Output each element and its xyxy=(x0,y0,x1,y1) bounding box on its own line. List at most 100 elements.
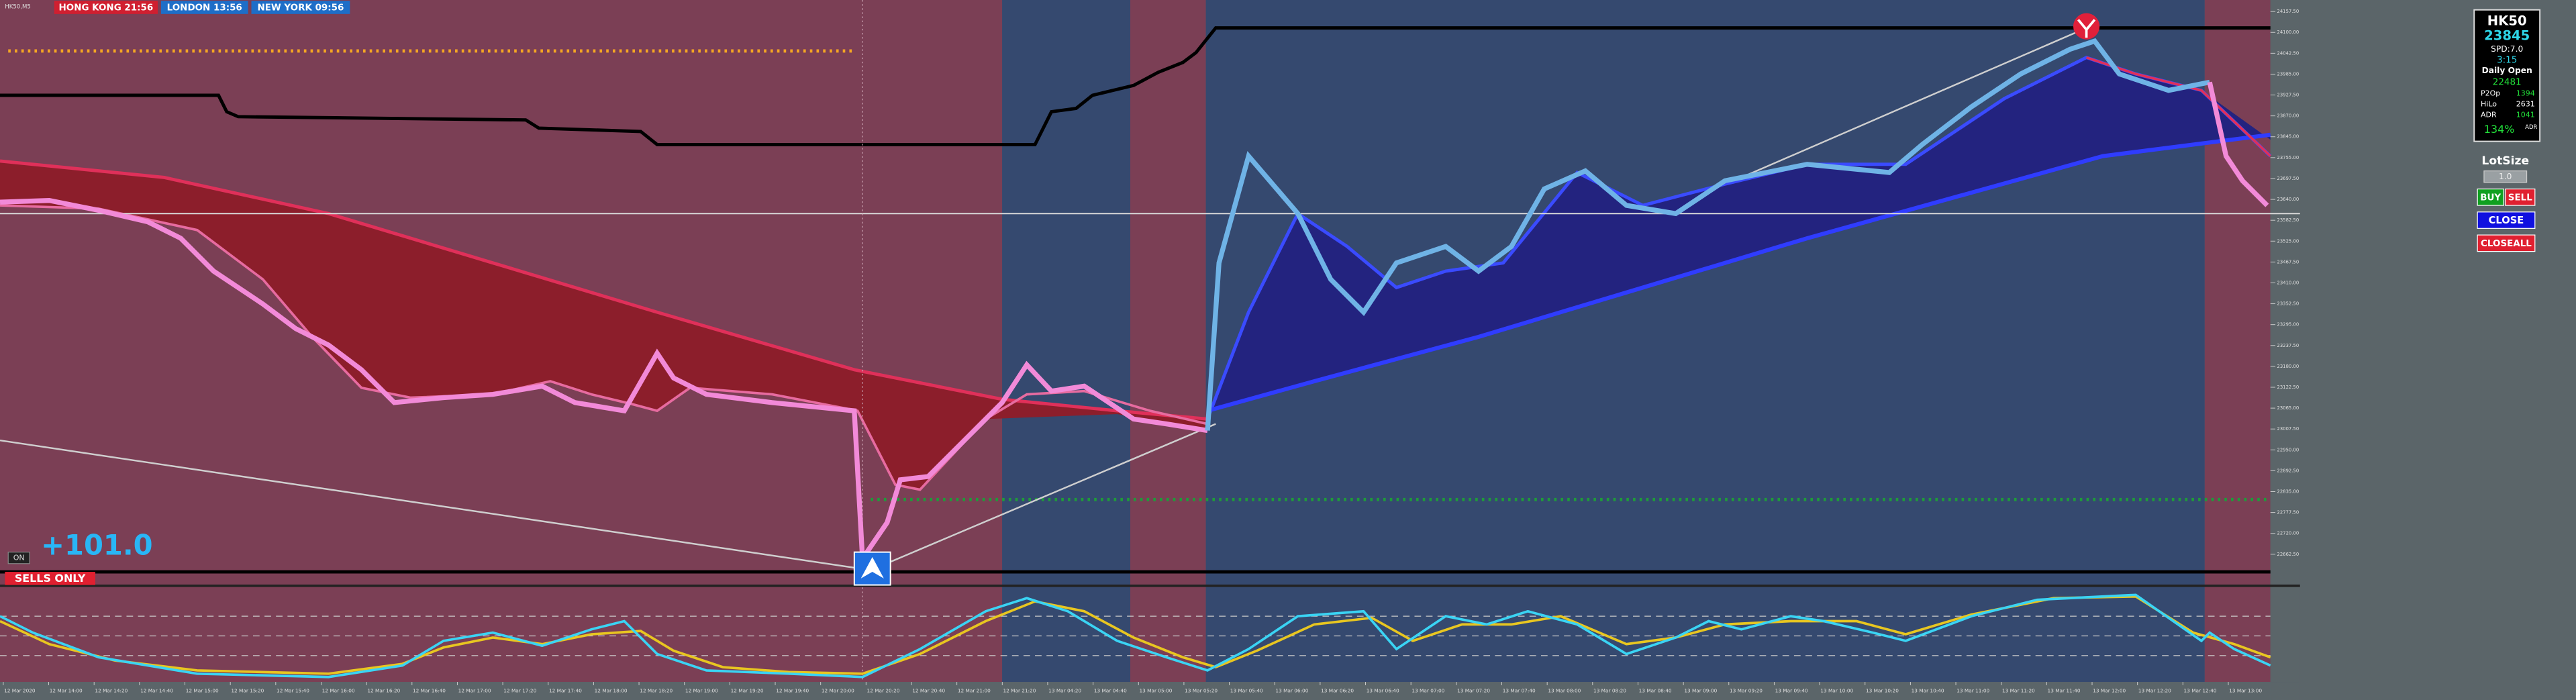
price-label: 23525.00 xyxy=(2277,238,2299,244)
slow-ma xyxy=(0,159,1208,421)
toggle-box[interactable] xyxy=(7,552,30,564)
time-label: 13 Mar 12:40 xyxy=(2184,688,2217,694)
price-label: 23065.00 xyxy=(2277,405,2299,411)
osc-signal xyxy=(0,595,2271,675)
buy-button-label[interactable]: BUY xyxy=(2480,193,2501,203)
price-candles xyxy=(2207,81,2269,207)
price-label: 23870.00 xyxy=(2277,113,2299,119)
close-button-label[interactable]: CLOSE xyxy=(2489,215,2524,226)
time-label: 12 Mar 18:20 xyxy=(640,688,673,694)
mode-badge xyxy=(5,572,95,585)
price-label: 22777.50 xyxy=(2277,510,2299,515)
slow-ma xyxy=(1207,132,2271,413)
info-label: ADR xyxy=(2525,124,2537,131)
sell-signal-arrow xyxy=(2077,19,2096,38)
price-axis-bg xyxy=(2270,0,2300,700)
bull-cloud xyxy=(1207,57,2271,419)
time-label: 12 Mar 14:00 xyxy=(50,688,83,694)
lot-value[interactable]: 1.0 xyxy=(2499,172,2512,181)
info-symbol: HK50 xyxy=(2487,13,2527,28)
session-red xyxy=(1130,0,1206,683)
time-label: 13 Mar 07:20 xyxy=(1457,688,1490,694)
time-label: 12 Mar 19:40 xyxy=(776,688,809,694)
bear-cloud xyxy=(0,160,1208,490)
info-spread: SPD:7.0 xyxy=(2491,44,2523,54)
price-label: 24042.50 xyxy=(2277,50,2299,56)
time-axis-bg xyxy=(0,682,2300,700)
clock-badge xyxy=(160,1,248,14)
session-blue xyxy=(1002,0,1131,683)
session-clock: HONG KONG 21:56 xyxy=(59,3,154,13)
price-label: 23845.00 xyxy=(2277,134,2299,140)
info-value: 1394 xyxy=(2516,89,2535,98)
time-label: 13 Mar 10:00 xyxy=(1820,688,1853,694)
time-label: 13 Mar 10:20 xyxy=(1866,688,1899,694)
profit-value: +101.0 xyxy=(41,528,152,561)
time-label: 12 Mar 20:20 xyxy=(867,688,900,694)
time-label: 13 Mar 06:00 xyxy=(1275,688,1308,694)
fast-ma xyxy=(0,204,1208,491)
price-label: 23467.50 xyxy=(2277,259,2299,264)
clock-badge xyxy=(54,1,158,14)
time-label: 13 Mar 06:40 xyxy=(1367,688,1399,694)
time-label: 13 Mar 12:20 xyxy=(2138,688,2171,694)
toggle-label[interactable]: ON xyxy=(13,554,25,562)
price-label: 23352.50 xyxy=(2277,301,2299,307)
time-label: 13 Mar 13:00 xyxy=(2229,688,2262,694)
info-label: HiLo xyxy=(2481,99,2497,108)
time-label: 13 Mar 07:00 xyxy=(1411,688,1444,694)
time-label: 12 Mar 15:20 xyxy=(231,688,264,694)
close-button[interactable] xyxy=(2477,211,2536,229)
trendline xyxy=(1741,27,2087,179)
info-timer: 3:15 xyxy=(2497,55,2517,65)
price-label: 23755.00 xyxy=(2277,155,2299,160)
info-panel xyxy=(2473,9,2541,142)
price-label: 23985.00 xyxy=(2277,71,2299,77)
lot-input[interactable] xyxy=(2483,170,2528,183)
time-label: 13 Mar 09:40 xyxy=(1775,688,1808,694)
price-label: 23122.50 xyxy=(2277,385,2299,390)
time-label: 13 Mar 07:40 xyxy=(1503,688,1536,694)
time-label: 12 Mar 2020 xyxy=(4,688,36,694)
price-label: 23582.50 xyxy=(2277,217,2299,223)
sell-button-label[interactable]: SELL xyxy=(2508,193,2532,203)
time-label: 13 Mar 11:40 xyxy=(2048,688,2081,694)
time-label: 12 Mar 21:00 xyxy=(958,688,991,694)
time-label: 13 Mar 04:40 xyxy=(1094,688,1127,694)
time-label: 12 Mar 14:20 xyxy=(95,688,128,694)
oscillator xyxy=(0,593,2271,679)
price-label: 23410.00 xyxy=(2277,280,2299,285)
time-label: 12 Mar 20:40 xyxy=(912,688,945,694)
time-label: 13 Mar 05:00 xyxy=(1139,688,1172,694)
price-label: 23697.50 xyxy=(2277,176,2299,181)
price-label: 24100.00 xyxy=(2277,30,2299,35)
close-all-button[interactable] xyxy=(2477,234,2536,252)
time-label: 13 Mar 06:20 xyxy=(1321,688,1354,694)
time-label: 12 Mar 21:20 xyxy=(1003,688,1036,694)
buy-button[interactable] xyxy=(2477,188,2504,206)
info-label: P2Op xyxy=(2481,89,2500,98)
info-value: 1041 xyxy=(2516,110,2535,119)
sell-button[interactable] xyxy=(2505,188,2536,206)
time-label: 12 Mar 20:00 xyxy=(822,688,854,694)
close-all-button-label[interactable]: CLOSEALL xyxy=(2481,239,2532,249)
time-label: 13 Mar 08:00 xyxy=(1548,688,1581,694)
osc-main xyxy=(0,593,2271,679)
time-label: 13 Mar 05:20 xyxy=(1185,688,1218,694)
price-axis: 24157.50 24100.00 24042.50 23985.00 23927.50… xyxy=(2270,9,2299,557)
time-label: 13 Mar 11:00 xyxy=(1956,688,1989,694)
time-label: 13 Mar 11:20 xyxy=(2002,688,2035,694)
time-label: 13 Mar 04:20 xyxy=(1048,688,1081,694)
time-label: 13 Mar 08:20 xyxy=(1593,688,1626,694)
time-label: 12 Mar 19:20 xyxy=(731,688,764,694)
time-axis: 12 Mar 2020 12 Mar 14:00 12 Mar 14:20 12 Ma… xyxy=(3,682,2262,694)
time-label: 13 Mar 09:20 xyxy=(1730,688,1763,694)
time-label: 13 Mar 12:00 xyxy=(2093,688,2126,694)
price-candles xyxy=(0,198,1208,566)
info-adr-pct: 134% xyxy=(2484,123,2514,136)
price-label: 24157.50 xyxy=(2277,9,2299,14)
price-label: 23237.50 xyxy=(2277,343,2299,348)
price-label: 23007.50 xyxy=(2277,426,2299,432)
mode-label: SELLS ONLY xyxy=(15,572,86,585)
